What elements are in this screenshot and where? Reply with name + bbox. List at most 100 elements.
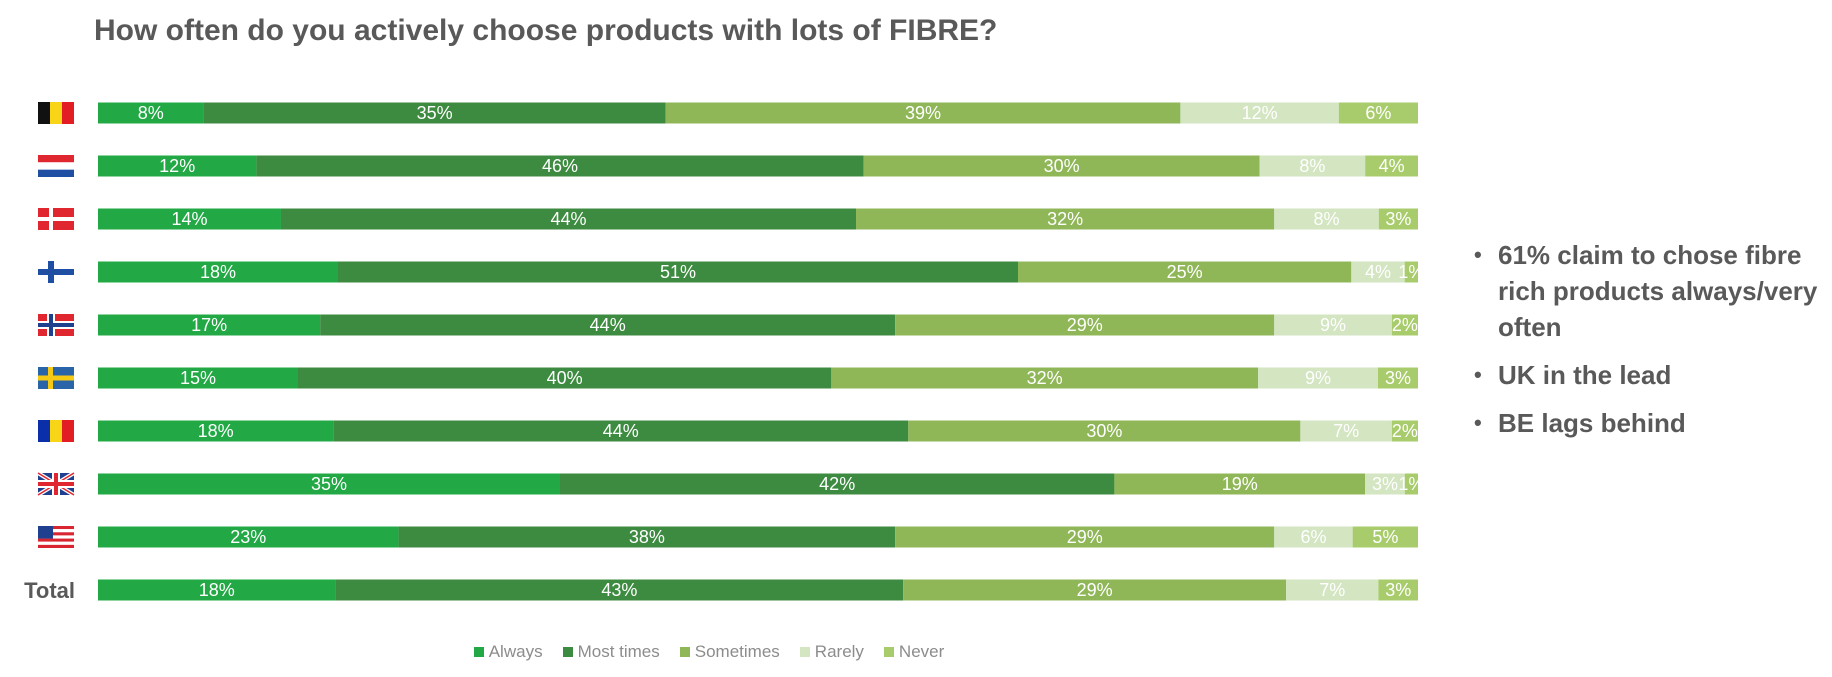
- bar-segment-rarely: [1258, 367, 1378, 389]
- data-label-most-times: 38%: [629, 527, 665, 547]
- data-label-always: 18%: [198, 421, 234, 441]
- data-label-rarely: 7%: [1319, 580, 1345, 600]
- bar-segment-rarely: [1300, 420, 1392, 442]
- legend-swatch: [799, 647, 810, 657]
- legend-item-always: Always: [473, 642, 543, 662]
- bar-segment-never: [1391, 420, 1418, 442]
- data-label-always: 35%: [311, 474, 347, 494]
- legend-swatch: [883, 647, 894, 657]
- data-label-never: 6%: [1365, 103, 1391, 123]
- data-label-sometimes: 25%: [1167, 262, 1203, 282]
- bar-segment-most-times: [203, 102, 666, 124]
- chart-legend: Always Most times Sometimes Rarely Never: [0, 642, 1418, 662]
- romania-flag-icon: [38, 420, 74, 442]
- legend-swatch: [562, 647, 573, 657]
- data-label-always: 8%: [138, 103, 164, 123]
- bar-segment-always: [98, 208, 281, 230]
- uk-flag-icon: [36, 471, 76, 497]
- bar-segment-never: [1378, 579, 1418, 601]
- data-label-rarely: 4%: [1365, 262, 1391, 282]
- bar-segment-sometimes: [856, 208, 1275, 230]
- bullet-text: UK in the lead: [1498, 360, 1672, 390]
- data-label-always: 17%: [191, 315, 227, 335]
- data-label-rarely: 7%: [1333, 421, 1359, 441]
- bar-segment-rarely: [1274, 314, 1392, 336]
- bar-row-uk: 35% 42% 19% 3% 1%: [98, 473, 1424, 495]
- bullet-item: • UK in the lead: [1470, 357, 1830, 393]
- data-label-rarely: 3%: [1372, 474, 1398, 494]
- bullet-dot-icon: •: [1474, 242, 1482, 267]
- bar-segment-most-times: [320, 314, 896, 336]
- bar-segment-always: [98, 579, 336, 601]
- legend-label: Always: [488, 642, 543, 661]
- bar-segment-sometimes: [895, 314, 1275, 336]
- denmark-flag-icon: [38, 208, 74, 230]
- data-label-rarely: 6%: [1300, 527, 1326, 547]
- bar-row-dk: 14% 44% 32% 8% 3%: [98, 208, 1418, 230]
- bar-row-ro: 18% 44% 30% 7% 2%: [98, 420, 1418, 442]
- data-label-rarely: 8%: [1299, 156, 1325, 176]
- data-label-most-times: 43%: [601, 580, 637, 600]
- country-flags: Total: [24, 102, 76, 603]
- key-findings-list: • 61% claim to chose fibre rich products …: [1470, 237, 1830, 453]
- data-label-sometimes: 32%: [1027, 368, 1063, 388]
- bar-segment-always: [98, 473, 560, 495]
- bars-layer: 8% 35% 39% 12% 6%12% 46% 30% 8% 4%14% 44% 32% 8% 3%1…: [98, 102, 1424, 601]
- legend-label: Most times: [577, 642, 660, 661]
- bar-segment-never: [1352, 526, 1418, 548]
- data-label-never: 2%: [1392, 315, 1418, 335]
- bar-segment-never: [1378, 208, 1418, 230]
- sweden-flag-icon: [38, 367, 74, 389]
- data-label-most-times: 44%: [550, 209, 586, 229]
- data-label-rarely: 12%: [1242, 103, 1278, 123]
- bullet-text: BE lags behind: [1498, 408, 1686, 438]
- data-label-sometimes: 39%: [905, 103, 941, 123]
- bar-segment-always: [98, 526, 399, 548]
- bullet-item: • BE lags behind: [1470, 405, 1830, 441]
- bar-segment-always: [98, 367, 298, 389]
- data-label-never: 5%: [1372, 527, 1398, 547]
- legend-swatch: [679, 647, 690, 657]
- bar-row-no: 17% 44% 29% 9% 2%: [98, 314, 1418, 336]
- data-label-always: 12%: [159, 156, 195, 176]
- data-label-sometimes: 30%: [1044, 156, 1080, 176]
- bar-segment-sometimes: [895, 526, 1275, 548]
- bar-segment-rarely: [1365, 473, 1405, 495]
- data-label-never: 1%: [1398, 262, 1424, 282]
- bar-row-total: 18% 43% 29% 7% 3%: [98, 579, 1418, 601]
- data-label-always: 23%: [230, 527, 266, 547]
- bar-segment-never: [1338, 102, 1418, 124]
- legend-item-rarely: Rarely: [799, 642, 864, 662]
- bar-segment-most-times: [338, 261, 1018, 283]
- data-label-sometimes: 32%: [1047, 209, 1083, 229]
- belgium-flag-icon: [38, 102, 74, 124]
- data-label-always: 14%: [171, 209, 207, 229]
- bar-segment-sometimes: [903, 579, 1286, 601]
- legend-label: Rarely: [814, 642, 864, 661]
- row-label-total: Total: [24, 578, 75, 603]
- bar-row-nl: 12% 46% 30% 8% 4%: [98, 155, 1418, 177]
- chart-title: How often do you actively choose product…: [94, 14, 998, 47]
- bar-row-se: 15% 40% 32% 9% 3%: [98, 367, 1418, 389]
- bar-segment-rarely: [1274, 526, 1353, 548]
- bar-segment-always: [98, 261, 338, 283]
- data-label-never: 3%: [1385, 209, 1411, 229]
- bullet-dot-icon: •: [1474, 362, 1482, 387]
- bar-segment-never: [1404, 473, 1418, 495]
- data-label-rarely: 9%: [1305, 368, 1331, 388]
- bar-segment-most-times: [398, 526, 896, 548]
- data-label-never: 4%: [1379, 156, 1405, 176]
- data-label-sometimes: 29%: [1067, 315, 1103, 335]
- data-label-sometimes: 29%: [1067, 527, 1103, 547]
- bar-segment-never: [1404, 261, 1418, 283]
- data-label-rarely: 8%: [1314, 209, 1340, 229]
- data-label-most-times: 42%: [819, 474, 855, 494]
- bar-segment-rarely: [1274, 208, 1379, 230]
- bar-segment-rarely: [1286, 579, 1379, 601]
- bar-segment-always: [98, 155, 257, 177]
- data-label-most-times: 44%: [590, 315, 626, 335]
- bar-segment-never: [1378, 367, 1418, 389]
- bar-segment-most-times: [335, 579, 904, 601]
- bar-row-us: 23% 38% 29% 6% 5%: [98, 526, 1418, 548]
- data-label-never: 2%: [1392, 421, 1418, 441]
